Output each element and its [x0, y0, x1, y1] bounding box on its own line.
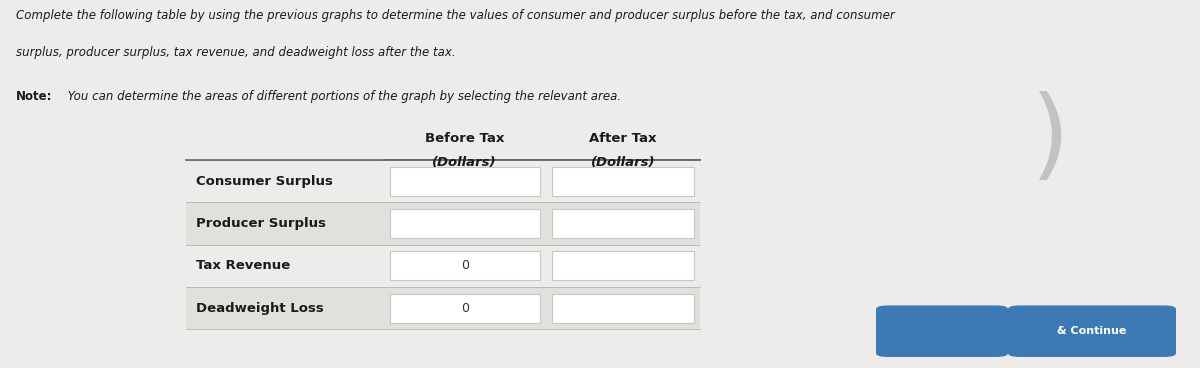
Text: Note:: Note:: [16, 90, 52, 103]
FancyBboxPatch shape: [1008, 305, 1176, 357]
Bar: [186, 287, 700, 329]
Bar: [186, 245, 700, 287]
FancyBboxPatch shape: [552, 251, 694, 280]
Text: Consumer Surplus: Consumer Surplus: [196, 175, 332, 188]
Text: (Dollars): (Dollars): [590, 156, 655, 169]
Text: (Dollars): (Dollars): [432, 156, 497, 169]
Text: Complete the following table by using the previous graphs to determine the value: Complete the following table by using th…: [16, 9, 894, 22]
FancyBboxPatch shape: [876, 305, 1008, 357]
Bar: [186, 160, 700, 202]
Text: Deadweight Loss: Deadweight Loss: [196, 302, 323, 315]
Text: Before Tax: Before Tax: [425, 132, 504, 145]
Bar: [186, 202, 700, 245]
FancyBboxPatch shape: [552, 294, 694, 323]
FancyBboxPatch shape: [552, 167, 694, 196]
Text: ): ): [1031, 91, 1069, 188]
FancyBboxPatch shape: [390, 294, 540, 323]
Text: 0: 0: [461, 259, 469, 272]
FancyBboxPatch shape: [390, 167, 540, 196]
Text: surplus, producer surplus, tax revenue, and deadweight loss after the tax.: surplus, producer surplus, tax revenue, …: [16, 46, 455, 59]
Text: Producer Surplus: Producer Surplus: [196, 217, 325, 230]
FancyBboxPatch shape: [552, 209, 694, 238]
Text: 0: 0: [461, 302, 469, 315]
Text: You can determine the areas of different portions of the graph by selecting the : You can determine the areas of different…: [64, 90, 620, 103]
FancyBboxPatch shape: [390, 251, 540, 280]
Text: Tax Revenue: Tax Revenue: [196, 259, 290, 272]
Text: After Tax: After Tax: [589, 132, 656, 145]
Text: & Continue: & Continue: [1057, 326, 1127, 336]
FancyBboxPatch shape: [390, 209, 540, 238]
